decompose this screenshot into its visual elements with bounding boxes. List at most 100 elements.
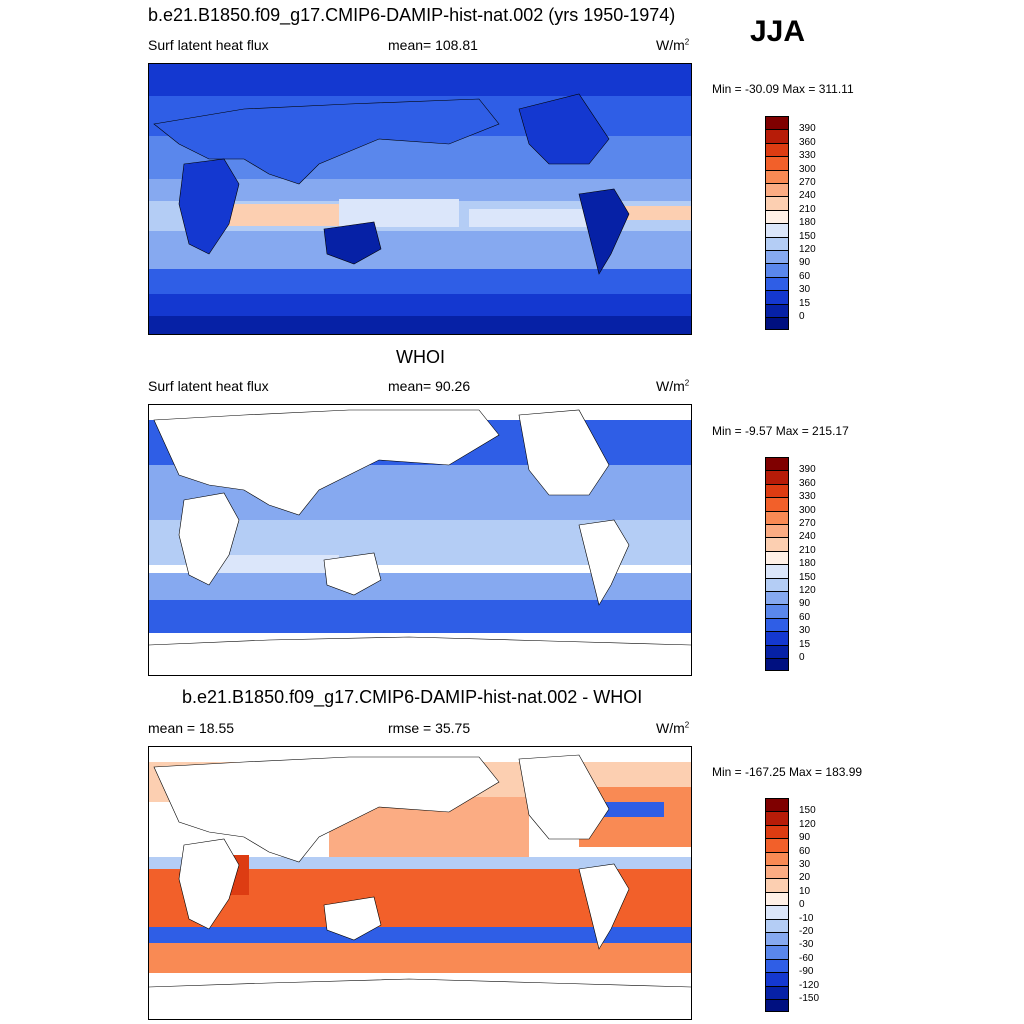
colorbar-tick-label: 120 [799, 244, 816, 255]
colorbar-swatch [765, 798, 789, 812]
colorbar-tick-label: 330 [799, 150, 816, 162]
colorbar-tick-label: 20 [799, 872, 811, 884]
colorbar-tick-label: 300 [799, 163, 816, 175]
panel2-minmax: Min = -9.57 Max = 215.17 [712, 424, 849, 438]
colorbar-swatch [765, 851, 789, 865]
colorbar-tick-label: 60 [799, 845, 811, 857]
colorbar-tick-label: -150 [799, 993, 820, 1004]
colorbar-tick-label: 10 [799, 885, 811, 897]
colorbar-tick-label: -120 [799, 979, 820, 991]
colorbar-swatch [765, 617, 789, 632]
colorbar-swatch [765, 142, 789, 157]
main-title: b.e21.B1850.f09_g17.CMIP6-DAMIP-hist-nat… [148, 5, 676, 25]
colorbar-swatch [765, 497, 789, 511]
colorbar-tick-label: 210 [799, 544, 816, 556]
colorbar-swatch [765, 891, 789, 906]
colorbar-swatch [765, 658, 789, 672]
colorbar-tick-label: 330 [799, 491, 816, 503]
colorbar-tick-label: 30 [799, 859, 811, 870]
colorbar-tick-label: 240 [799, 190, 816, 202]
colorbar-swatch [765, 116, 789, 130]
colorbar-swatch [765, 317, 789, 331]
colorbar-swatch [765, 644, 789, 658]
colorbar-swatch [765, 865, 789, 879]
colorbar-swatch [765, 303, 789, 317]
colorbar-swatch [765, 811, 789, 825]
panel3-minmax: Min = -167.25 Max = 183.99 [712, 765, 863, 779]
colorbar-swatch [765, 550, 789, 565]
colorbar-tick-label: 120 [799, 818, 816, 830]
panel3-colorbar: 150 120 90 60 30 20 10 0 -10 -20 -30 -60 -90 -120 -150 [765, 798, 845, 1013]
colorbar-tick-label: 0 [799, 311, 805, 322]
colorbar-swatch [765, 838, 789, 852]
colorbar-tick-label: 360 [799, 477, 816, 489]
panel1-mean-label: mean= 108.81 [388, 37, 478, 53]
colorbar-swatch [765, 263, 789, 277]
colorbar-swatch [765, 156, 789, 170]
colorbar-swatch [765, 470, 789, 484]
colorbar-tick-label: -90 [799, 966, 814, 978]
colorbar-tick-label: 0 [799, 652, 805, 663]
colorbar-tick-label: -30 [799, 939, 814, 951]
colorbar-swatch [765, 169, 789, 183]
colorbar-swatch [765, 918, 789, 932]
colorbar-swatch [765, 236, 789, 250]
colorbar-tick-label: 0 [799, 899, 805, 911]
panel2-title: WHOI [396, 347, 445, 367]
panel1-model-map [148, 63, 692, 335]
colorbar-swatch [765, 824, 789, 839]
colorbar-swatch [765, 564, 789, 578]
colorbar-tick-label: 150 [799, 805, 816, 817]
colorbar-swatch [765, 878, 789, 892]
colorbar-tick-label: 150 [799, 230, 816, 242]
panel3-difference-map [148, 746, 692, 1020]
colorbar-swatch [765, 972, 789, 986]
panel3-units: W/m2 [656, 720, 690, 736]
colorbar-tick-label: 30 [799, 284, 811, 296]
panel1-colorbar: 390 360 330 300 270 240 210 180 150 120 90 60 30 15 0 [765, 116, 845, 331]
colorbar-swatch [765, 945, 789, 959]
colorbar-swatch [765, 604, 789, 618]
colorbar-tick-label: 240 [799, 531, 816, 543]
colorbar-swatch [765, 483, 789, 498]
colorbar-swatch [765, 577, 789, 591]
colorbar-swatch [765, 223, 789, 237]
colorbar-swatch [765, 631, 789, 645]
panel3-title: b.e21.B1850.f09_g17.CMIP6-DAMIP-hist-nat… [182, 687, 643, 707]
colorbar-tick-label: 90 [799, 598, 811, 610]
panel1-minmax: Min = -30.09 Max = 311.11 [712, 82, 854, 96]
colorbar-tick-label: 90 [799, 257, 811, 269]
colorbar-tick-label: 30 [799, 625, 811, 637]
colorbar-tick-label: 15 [799, 297, 811, 309]
colorbar-swatch [765, 250, 789, 264]
colorbar-swatch [765, 537, 789, 551]
colorbar-tick-label: -20 [799, 926, 814, 937]
colorbar-tick-label: 60 [799, 611, 811, 623]
colorbar-tick-label: -10 [799, 912, 814, 924]
panel1-units: W/m2 [656, 37, 690, 53]
panel3-mean-label: mean = 18.55 [148, 720, 235, 736]
colorbar-tick-label: 150 [799, 571, 816, 583]
colorbar-swatch [765, 196, 789, 210]
colorbar-tick-label: 210 [799, 203, 816, 215]
colorbar-tick-label: 270 [799, 518, 816, 529]
colorbar-tick-label: 15 [799, 638, 811, 650]
colorbar-tick-label: 360 [799, 136, 816, 148]
colorbar-swatch [765, 276, 789, 291]
panel1-variable-label: Surf latent heat flux [148, 37, 269, 53]
season-label: JJA [750, 15, 806, 48]
colorbar-swatch [765, 524, 789, 538]
colorbar-swatch [765, 958, 789, 973]
colorbar-swatch [765, 999, 789, 1013]
colorbar-tick-label: 180 [799, 217, 816, 229]
colorbar-swatch [765, 591, 789, 605]
colorbar-tick-label: 300 [799, 504, 816, 516]
colorbar-swatch [765, 183, 789, 197]
colorbar-swatch [765, 290, 789, 304]
colorbar-swatch [765, 932, 789, 946]
colorbar-tick-label: 120 [799, 585, 816, 596]
panel2-observation-map [148, 404, 692, 676]
colorbar-tick-label: 270 [799, 177, 816, 188]
panel2-variable-label: Surf latent heat flux [148, 378, 269, 394]
colorbar-tick-label: 180 [799, 558, 816, 570]
